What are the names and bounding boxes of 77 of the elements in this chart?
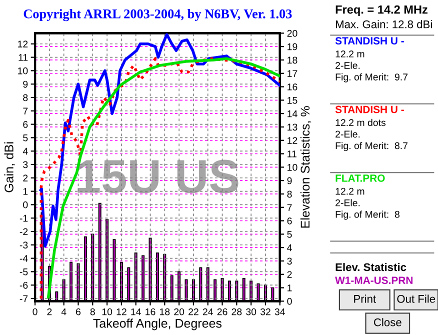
y2-tick-label: 19 bbox=[288, 43, 298, 50]
y2-tick-label: 0 bbox=[287, 298, 292, 305]
y-tick-label: -5 bbox=[20, 268, 28, 276]
x-tick-label: 2 bbox=[47, 308, 52, 316]
y2-tick-label: 6 bbox=[287, 218, 292, 224]
annotation: 15U US bbox=[78, 160, 238, 194]
y-tick-label: 9 bbox=[23, 80, 28, 88]
text: FLAT.PRO bbox=[336, 174, 385, 182]
text: Close bbox=[374, 318, 402, 326]
y2-tick-label: 9 bbox=[287, 177, 292, 184]
text: 12.2 m 2-Ele. Fig. of Merit: 9.7 bbox=[336, 50, 408, 82]
x-tick-label: 28 bbox=[232, 308, 242, 316]
x-tick-label: 12 bbox=[116, 308, 126, 316]
x-tick-label: 0 bbox=[32, 308, 38, 316]
text: Max. Gain: 12.8 dBi bbox=[336, 20, 432, 28]
y2-tick-label: 18 bbox=[288, 56, 298, 64]
y-tick-label: 2 bbox=[23, 174, 28, 182]
text: STANDISH U - bbox=[335, 37, 404, 44]
text: 12.2 m 2-Ele. Fig. of Merit: 8 bbox=[336, 188, 400, 220]
y-tick-label: 3 bbox=[23, 161, 28, 168]
y-tick-label: 11 bbox=[18, 54, 28, 61]
y2-tick-label: 2 bbox=[287, 271, 292, 278]
y2-tick-label: 10 bbox=[288, 164, 298, 171]
y-tick-label: -2 bbox=[20, 228, 28, 236]
x-tick-label: 32 bbox=[260, 308, 270, 316]
chart-title: Copyright ARRL 2003-2004, by N6BV, Ver. 1.03 bbox=[24, 9, 292, 22]
x-tick-label: 34 bbox=[274, 308, 286, 316]
x-tick-label: 30 bbox=[246, 308, 256, 316]
y-tick-label: -3 bbox=[20, 242, 28, 249]
y-tick-label: 8 bbox=[23, 94, 28, 102]
y2-axis-title: Elevation Statistics, % bbox=[300, 106, 312, 228]
y2-tick-label: 13 bbox=[288, 124, 298, 131]
y2-tick-label: 12 bbox=[288, 137, 298, 144]
y-tick-label: -7 bbox=[20, 295, 28, 302]
y2-tick-label: 4 bbox=[287, 244, 292, 252]
y-tick-label: 12 bbox=[18, 40, 28, 48]
y2-tick-label: 8 bbox=[287, 190, 292, 198]
text: Print bbox=[354, 294, 376, 303]
x-tick-label: 24 bbox=[202, 308, 213, 316]
text: Out File bbox=[397, 294, 436, 303]
y-tick-label: 5 bbox=[23, 134, 28, 142]
x-axis-title: Takeoff Angle, Degrees bbox=[93, 318, 222, 330]
y-tick-label: 10 bbox=[18, 67, 28, 74]
y2-tick-label: 11 bbox=[288, 150, 296, 158]
x-tick-label: 8 bbox=[90, 308, 95, 316]
y2-tick-label: 20 bbox=[287, 30, 298, 37]
x-tick-label: 18 bbox=[160, 308, 170, 316]
y-tick-label: -1 bbox=[20, 214, 28, 222]
y-tick-label: 7 bbox=[23, 108, 28, 114]
y-tick-label: -4 bbox=[20, 255, 28, 262]
y-tick-label: 6 bbox=[23, 121, 28, 128]
text: 12.2 m dots 2-Ele. Fig. of Merit: 8.7 bbox=[336, 118, 408, 152]
x-tick-label: 20 bbox=[174, 308, 184, 316]
x-tick-label: 14 bbox=[131, 308, 141, 316]
y2-tick-label: 16 bbox=[288, 84, 298, 90]
y2-tick-label: 1 bbox=[288, 284, 292, 292]
y2-tick-label: 15 bbox=[288, 97, 298, 104]
y2-tick-label: 17 bbox=[288, 70, 298, 77]
y-tick-label: -6 bbox=[20, 282, 28, 289]
y-tick-label: 0 bbox=[23, 201, 28, 208]
y2-tick-label: 5 bbox=[287, 231, 292, 238]
y2-tick-label: 7 bbox=[287, 204, 292, 211]
text: Freq. = 14.2 MHz bbox=[336, 5, 428, 16]
y2-tick-label: 3 bbox=[287, 258, 292, 265]
y-axis-title: Gain, dBi bbox=[4, 142, 15, 192]
x-tick-label: 26 bbox=[217, 308, 228, 316]
y2-tick-label: 14 bbox=[288, 110, 298, 118]
x-tick-label: 6 bbox=[76, 308, 81, 316]
text: W1-MA-US.PRN bbox=[335, 276, 412, 284]
y-tick-label: 4 bbox=[22, 148, 28, 155]
x-tick-label: 10 bbox=[102, 308, 112, 316]
y-tick-label: 1 bbox=[23, 188, 28, 195]
x-tick-label: 16 bbox=[146, 308, 156, 316]
x-tick-label: 4 bbox=[61, 308, 66, 316]
x-tick-label: 22 bbox=[188, 308, 198, 316]
text: Elev. Statistic bbox=[336, 262, 406, 272]
text: STANDISH U - bbox=[335, 106, 404, 114]
